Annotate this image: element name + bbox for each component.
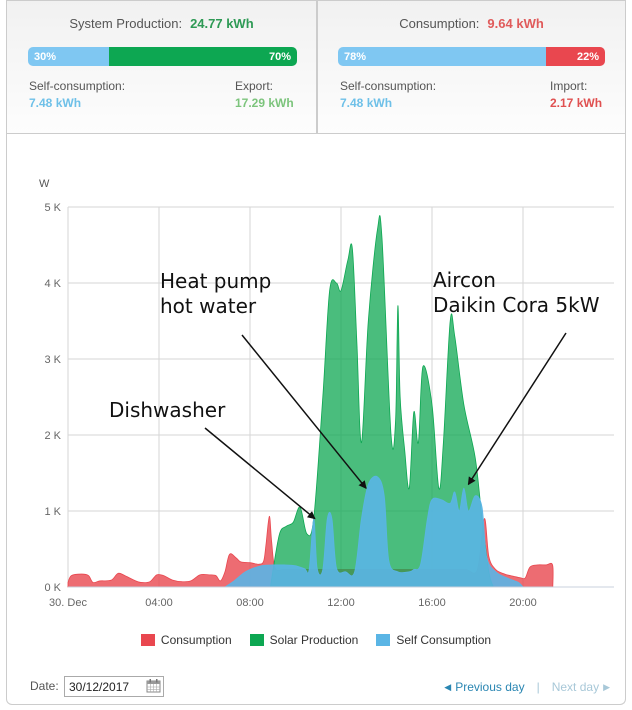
consumption-self-percent: 78%: [344, 50, 367, 63]
y-tick-label: 5 K: [44, 202, 61, 214]
production-self-consumption-label: Self-consumption:: [29, 79, 126, 93]
consumption-self-consumption-label: Self-consumption:: [340, 79, 437, 93]
legend-swatch-consumption: [140, 634, 155, 646]
consumption-self-consumption-value: 7.48 kWh: [340, 96, 393, 110]
production-self-percent: 30%: [34, 50, 57, 63]
production-title-label: System Production:: [69, 16, 183, 31]
y-tick-label: 4 K: [44, 278, 61, 290]
annotation-text: Aircon: [433, 268, 496, 292]
chevron-right-icon[interactable]: ▶: [603, 681, 610, 692]
consumption-self-consumption-segment: 78%: [338, 47, 547, 66]
production-self-consumption-value: 7.48 kWh: [29, 96, 82, 110]
consumption-title-label: Consumption:: [399, 16, 480, 31]
legend-item-self-consumption[interactable]: Self Consumption: [376, 633, 491, 647]
x-tick-label: 20:00: [509, 597, 537, 609]
calendar-icon[interactable]: [146, 678, 161, 693]
consumption-title: Consumption: 9.64 kWh: [318, 16, 625, 31]
annotation-text: Daikin Cora 5kW: [433, 293, 600, 317]
chart-container: [6, 0, 626, 705]
annotation-text: Heat pump: [160, 269, 271, 293]
power-chart: 0 K 1 K 2 K 3 K 4 K 5 K 30. Dec 04:00 08:00 12:00…: [39, 178, 614, 609]
legend-label-consumption: Consumption: [160, 633, 232, 647]
chart-legend: Consumption Solar Production Self Consum…: [0, 633, 632, 647]
annotation-arrow: [204, 427, 316, 520]
consumption-import-segment: 22%: [546, 47, 605, 66]
previous-day-link[interactable]: Previous day: [455, 680, 525, 694]
y-tick-label: 2 K: [44, 430, 61, 442]
production-self-consumption-segment: 30%: [28, 47, 109, 66]
date-label: Date:: [30, 679, 59, 693]
production-export-segment: 70%: [108, 47, 297, 66]
chart-areas: [67, 215, 554, 588]
x-tick-label: 04:00: [145, 597, 173, 609]
legend-label-self-consumption: Self Consumption: [396, 633, 492, 647]
annotation-text: Dishwasher: [109, 398, 226, 422]
legend-item-consumption[interactable]: Consumption: [140, 633, 232, 647]
production-export-percent: 70%: [268, 50, 291, 63]
x-tick-label: 30. Dec: [49, 597, 87, 609]
y-tick-label: 0 K: [44, 582, 61, 594]
day-navigation: ◀ Previous day | Next day ▶: [444, 680, 610, 694]
y-tick-label: 3 K: [44, 354, 61, 366]
import-value: 2.17 kWh: [550, 96, 603, 110]
production-ratio-bar: 30% 70%: [28, 47, 297, 66]
production-panel: System Production: 24.77 kWh 30% 70% Self…: [6, 0, 317, 134]
y-tick-label: 1 K: [44, 506, 61, 518]
x-tick-label: 08:00: [236, 597, 264, 609]
y-axis-label: W: [39, 178, 50, 190]
chart-axes: 0 K 1 K 2 K 3 K 4 K 5 K 30. Dec 04:00 08:00 12:00…: [44, 202, 614, 609]
consumption-import-percent: 22%: [576, 50, 599, 63]
annotation-arrow: [241, 334, 367, 489]
export-label: Export:: [235, 79, 274, 93]
legend-label-solar-production: Solar Production: [269, 633, 359, 647]
legend-swatch-self-consumption: [376, 634, 391, 646]
legend-swatch-solar-production: [249, 634, 264, 646]
production-title: System Production: 24.77 kWh: [7, 16, 316, 31]
export-value: 17.29 kWh: [235, 96, 294, 110]
annotation-arrow: [467, 332, 567, 486]
area-self-consumption: [223, 475, 524, 588]
consumption-ratio-bar: 78% 22%: [338, 47, 605, 66]
next-day-link[interactable]: Next day: [551, 680, 600, 694]
x-tick-label: 12:00: [327, 597, 355, 609]
production-total: 24.77 kWh: [190, 16, 254, 31]
consumption-total: 9.64 kWh: [487, 16, 544, 31]
chevron-left-icon[interactable]: ◀: [444, 681, 452, 692]
legend-item-solar-production[interactable]: Solar Production: [249, 633, 359, 647]
date-input[interactable]: [64, 676, 164, 697]
annotation-text: hot water: [160, 294, 257, 318]
import-label: Import:: [550, 79, 588, 93]
nav-separator: |: [536, 680, 540, 694]
consumption-panel: Consumption: 9.64 kWh 78% 22% Self-consum…: [317, 0, 626, 134]
x-tick-label: 16:00: [418, 597, 446, 609]
